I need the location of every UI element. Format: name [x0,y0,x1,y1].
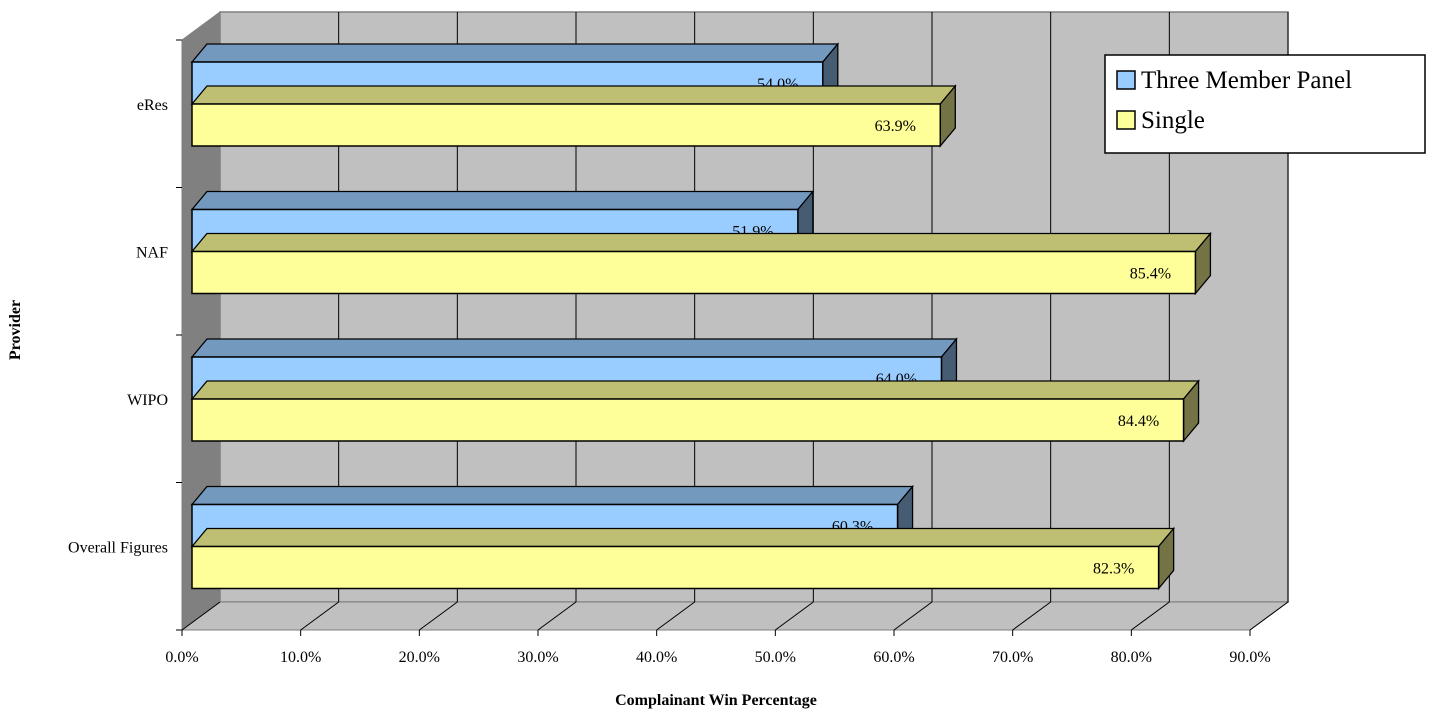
x-tick-label-1: 10.0% [280,649,321,666]
floor-gridline-70 [1012,601,1051,631]
legend-box [1104,54,1426,154]
floor-gridline-30 [537,601,577,631]
axes [176,39,1251,636]
legend: Three Member Panel Single [1104,54,1426,154]
floor-gridline-20 [419,601,458,631]
floor-gridline-10 [300,601,339,631]
x-tick-label-2: 20.0% [399,649,440,666]
x-tick-label-3: 30.0% [517,649,558,666]
floor [180,601,1290,631]
y-axis-label: Provider [7,300,24,360]
floor-gridline-80 [1131,601,1170,631]
x-tick-label-0: 0.0% [165,649,198,666]
bar-top-0-3 [190,485,914,506]
bar-1-0 [191,103,942,147]
x-tick-label-6: 60.0% [873,649,914,666]
bar-top-0-0 [190,43,840,63]
bar-top-0-2 [190,338,958,358]
legend-label-0: Three Member Panel [1141,67,1352,94]
legend-swatch-0 [1116,70,1136,90]
category-label-2: WIPO [127,392,168,409]
x-tick-label-9: 90.0% [1229,649,1270,666]
x-tick-label-4: 40.0% [636,649,677,666]
category-label-1: NAF [136,245,168,262]
bar-top-1-1 [190,232,1212,253]
x-tick-label-8: 80.0% [1111,649,1152,666]
data-label-1-2: 84.4% [1118,413,1159,430]
bar-top-0-1 [190,190,815,211]
bar-top-1-0 [190,85,957,105]
floor-gridline-60 [893,601,933,631]
x-tick-label-5: 50.0% [755,649,796,666]
data-label-1-3: 82.3% [1093,561,1134,578]
category-labels: eRes NAF WIPO Overall Figures [68,97,168,557]
bar-1-2 [191,398,1185,442]
bar-1-1 [191,250,1197,295]
chart-walls [180,11,1290,631]
floor-gridline-50 [775,601,814,631]
category-label-3: Overall Figures [68,540,168,557]
data-label-1-1: 85.4% [1130,266,1171,283]
x-tick-labels: 0.0% 10.0% 20.0% 30.0% 40.0% 50.0% 60.0% 70.0% 8… [165,649,1270,666]
floor-gridline-40 [656,601,695,631]
legend-label-1: Single [1141,107,1205,134]
x-tick-label-7: 70.0% [992,649,1033,666]
bar-1-3 [191,545,1160,590]
floor-gridline-0 [181,601,221,631]
bar-top-1-2 [190,380,1200,400]
bar-top-1-3 [190,527,1176,548]
bars: 54.0%63.9%51.9%85.4%64.0%84.4%60.3%82.3% [190,42,1212,591]
legend-swatch-1 [1116,110,1136,130]
category-label-0: eRes [137,97,168,114]
x-axis-label: Complainant Win Percentage [615,692,817,709]
floor-gridline-90 [1249,601,1289,631]
data-label-1-0: 63.9% [875,118,916,135]
